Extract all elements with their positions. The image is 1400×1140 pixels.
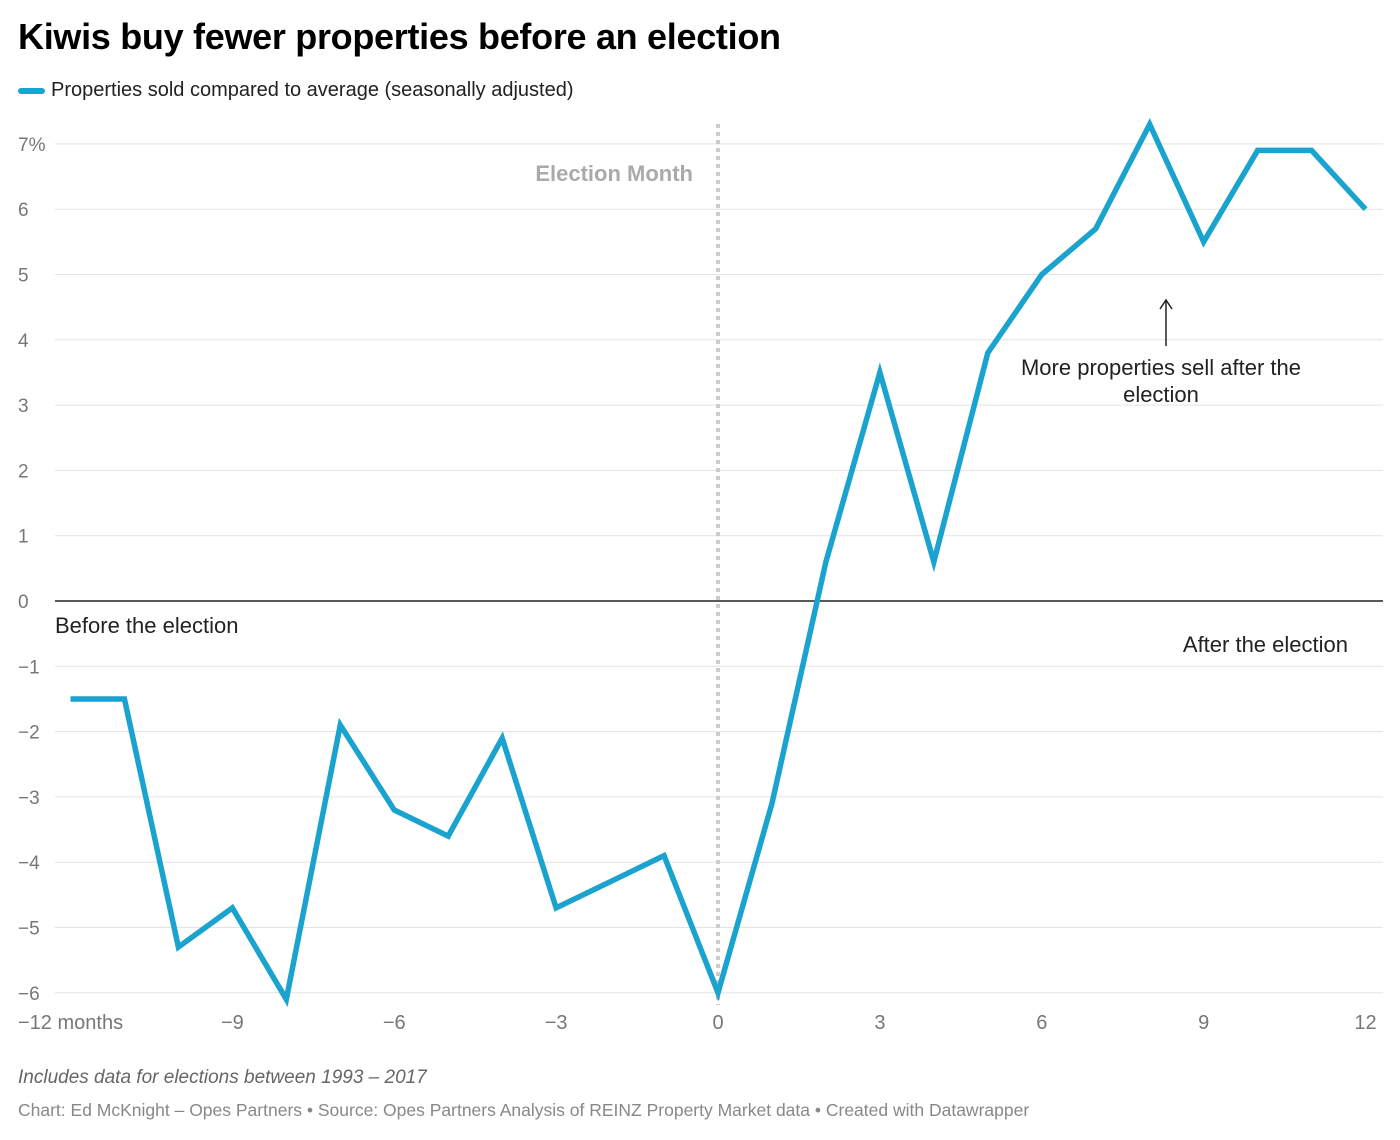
legend-label: Properties sold compared to average (sea… <box>51 79 574 101</box>
x-tick-label: 12 <box>1354 1012 1376 1034</box>
y-tick-label: −1 <box>18 657 40 678</box>
x-tick-label: −3 <box>545 1012 568 1034</box>
after-election-label: After the election <box>1183 632 1348 657</box>
y-tick-label: 4 <box>18 331 29 352</box>
x-tick-label: −12 months <box>18 1012 123 1034</box>
y-tick-label: −2 <box>18 723 40 744</box>
y-tick-label: 1 <box>18 527 29 548</box>
legend-swatch <box>18 87 45 94</box>
x-tick-label: 0 <box>712 1012 723 1034</box>
x-tick-label: 6 <box>1036 1012 1047 1034</box>
x-tick-label: 3 <box>874 1012 885 1034</box>
more-properties-annotation-line2: election <box>1123 382 1199 407</box>
y-tick-label: 0 <box>18 592 29 613</box>
x-tick-label: −9 <box>221 1012 244 1034</box>
more-properties-annotation-line1: More properties sell after the <box>1021 355 1301 380</box>
y-tick-label: −6 <box>18 984 40 1005</box>
y-tick-label: 6 <box>18 200 29 221</box>
series-line <box>70 118 1368 1007</box>
y-tick-label: 7% <box>18 135 46 156</box>
y-tick-label: −5 <box>18 919 40 940</box>
election-month-label: Election Month <box>535 161 693 186</box>
x-tick-label: −6 <box>383 1012 406 1034</box>
chart-title: Kiwis buy fewer properties before an ele… <box>18 16 781 57</box>
annotation-arrow <box>1159 298 1173 346</box>
before-election-label: Before the election <box>55 613 238 638</box>
chart-credit: Chart: Ed McKnight – Opes Partners • Sou… <box>18 1100 1030 1120</box>
y-tick-label: 3 <box>18 396 29 417</box>
y-tick-label: −3 <box>18 788 40 809</box>
legend: Properties sold compared to average (sea… <box>18 79 574 102</box>
chart-notes: Includes data for elections between 1993… <box>18 1067 427 1088</box>
y-tick-label: −4 <box>18 853 40 874</box>
x-tick-label: 9 <box>1198 1012 1209 1034</box>
y-tick-label: 2 <box>18 461 29 482</box>
y-tick-label: 5 <box>18 266 29 287</box>
